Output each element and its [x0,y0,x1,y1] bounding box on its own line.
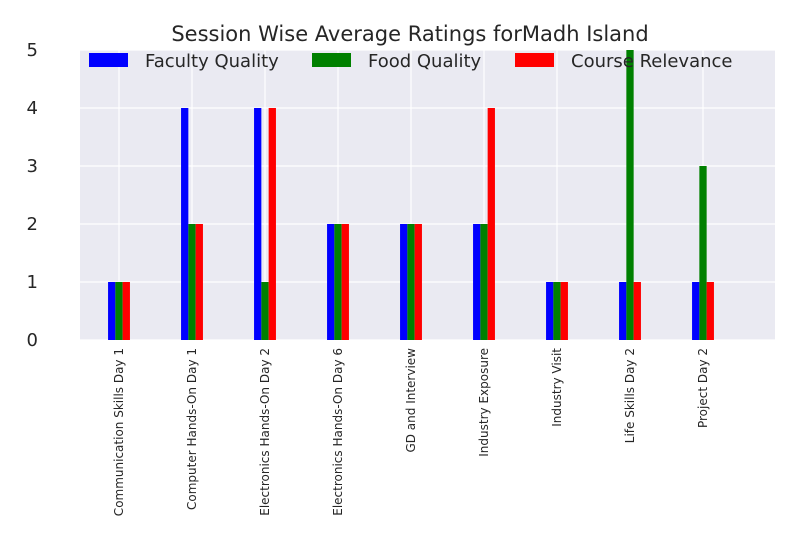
legend-swatch [515,53,554,67]
bars [108,50,714,340]
bar-course-relevance [706,282,714,340]
bar-food-quality [480,224,488,340]
bar-faculty-quality [619,282,627,340]
bar-food-quality [626,50,634,340]
y-tick-label: 5 [27,40,38,61]
y-axis-ticks: 0 1 2 3 4 5 [27,40,38,351]
x-tick-label: Life Skills Day 2 [623,348,637,443]
x-tick-label: Computer Hands-On Day 1 [185,348,199,510]
y-tick-label: 1 [27,272,38,293]
bar-course-relevance [195,224,203,340]
x-tick-label: Electronics Hands-On Day 6 [331,348,345,516]
x-tick-label: Project Day 2 [696,348,710,428]
bar-course-relevance [487,108,495,340]
legend-swatch [89,53,128,67]
bar-food-quality [115,282,123,340]
legend-label: Food Quality [368,51,482,72]
legend: Faculty Quality Food Quality Course Releva… [89,51,732,72]
bar-food-quality [699,166,707,340]
legend-label: Course Relevance [571,51,732,72]
bar-faculty-quality [546,282,554,340]
bar-faculty-quality [400,224,408,340]
bar-faculty-quality [327,224,335,340]
x-tick-label: Industry Exposure [477,348,491,457]
bar-food-quality [334,224,342,340]
bar-faculty-quality [181,108,189,340]
bar-course-relevance [414,224,422,340]
bar-faculty-quality [473,224,481,340]
bar-course-relevance [341,224,349,340]
y-tick-label: 2 [27,214,38,235]
bar-course-relevance [122,282,130,340]
chart-title: Session Wise Average Ratings forMadh Isl… [171,22,648,46]
bar-course-relevance [633,282,641,340]
bar-course-relevance [268,108,276,340]
x-tick-label: Communication Skills Day 1 [112,348,126,516]
x-tick-label: Industry Visit [550,348,564,427]
x-axis-ticks: Communication Skills Day 1 Computer Hands… [112,348,710,516]
bar-food-quality [553,282,561,340]
y-tick-label: 3 [27,156,38,177]
bar-food-quality [188,224,196,340]
legend-swatch [312,53,351,67]
bar-faculty-quality [692,282,700,340]
bar-food-quality [407,224,415,340]
bar-course-relevance [560,282,568,340]
bar-faculty-quality [108,282,116,340]
x-tick-label: GD and Interview [404,348,418,453]
bar-food-quality [261,282,269,340]
x-tick-label: Electronics Hands-On Day 2 [258,348,272,516]
bar-faculty-quality [254,108,262,340]
y-tick-label: 4 [27,98,38,119]
legend-label: Faculty Quality [145,51,279,72]
y-tick-label: 0 [27,330,38,351]
